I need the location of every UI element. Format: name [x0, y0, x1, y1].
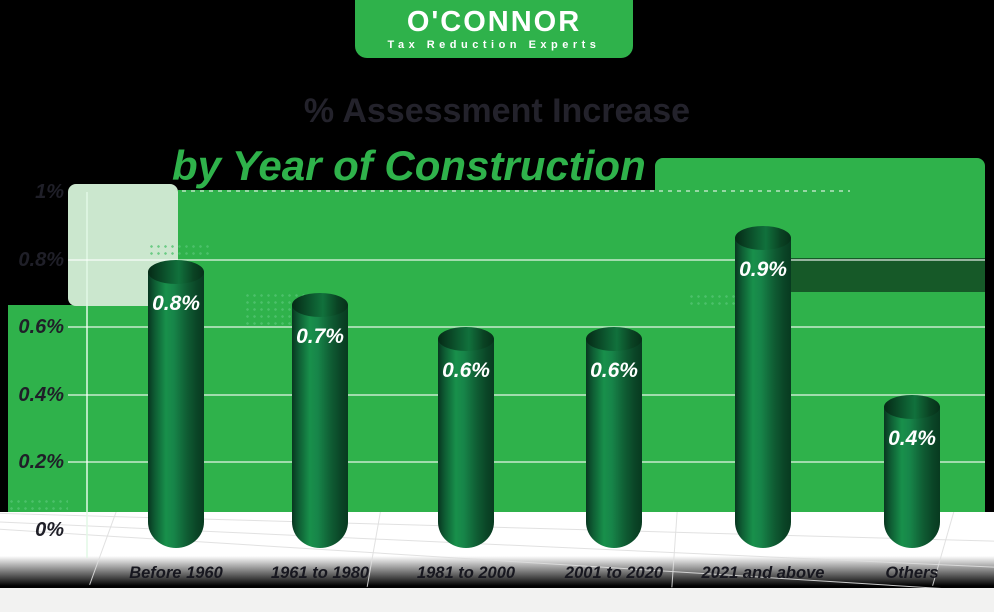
bar-cylinder-top — [586, 327, 642, 352]
logo-tab: O'CONNOR Tax Reduction Experts — [355, 0, 633, 58]
bar-cylinder-top — [438, 327, 494, 352]
bar-cylinder — [148, 271, 204, 548]
logo-wordmark: O'CONNOR — [406, 6, 582, 38]
halftone-dots — [148, 243, 212, 257]
y-axis-tick-label: 1% — [35, 181, 64, 203]
bar-cylinder — [586, 339, 642, 548]
y-axis-tick-label: 0.2% — [18, 451, 64, 474]
x-axis-category-label: 2021 and above — [701, 564, 825, 582]
x-axis-category-label: 2001 to 2020 — [564, 564, 664, 582]
dotted-edge-line — [182, 190, 850, 192]
halftone-dots — [8, 498, 68, 511]
bar-cylinder — [438, 339, 494, 548]
gridline — [68, 258, 985, 261]
bar-value-label: 0.6% — [442, 359, 490, 383]
gridline — [68, 461, 985, 464]
bar-value-label: 0.7% — [296, 325, 344, 349]
x-axis-category-label: Before 1960 — [129, 564, 223, 582]
bar-value-label: 0.9% — [739, 257, 787, 281]
bar-value-label: 0.4% — [888, 426, 936, 450]
x-axis-category-label: Others — [885, 564, 939, 582]
x-axis-category-label: 1981 to 2000 — [416, 564, 516, 582]
y-axis-line — [86, 192, 88, 558]
bar-cylinder-top — [148, 259, 204, 284]
bottom-strip — [0, 588, 994, 612]
bar-cylinder — [735, 237, 791, 548]
halftone-dots — [688, 293, 738, 309]
bar-cylinder-top — [292, 293, 348, 318]
y-axis-tick-label: 0.8% — [18, 248, 64, 271]
gridline — [68, 393, 985, 396]
chart-title-line2: by Year of Construction — [172, 142, 646, 189]
bar-value-label: 0.6% — [590, 359, 638, 383]
y-axis-tick-label: 0% — [35, 519, 64, 541]
bar-cylinder — [884, 406, 940, 548]
bar-cylinder-top — [735, 225, 791, 250]
x-axis-category-label: 1961 to 1980 — [270, 564, 370, 582]
bar-value-label: 0.8% — [152, 291, 200, 315]
bar-cylinder-top — [884, 394, 940, 419]
gridline — [68, 326, 985, 329]
y-axis-tick-label: 0.6% — [18, 316, 64, 339]
logo-tagline: Tax Reduction Experts — [387, 39, 601, 51]
bar-cylinder — [292, 305, 348, 548]
y-axis-tick-label: 0.4% — [18, 383, 64, 406]
bar-shadow-band — [791, 258, 985, 292]
chart-title-line1: % Assessment Increase — [303, 92, 691, 130]
